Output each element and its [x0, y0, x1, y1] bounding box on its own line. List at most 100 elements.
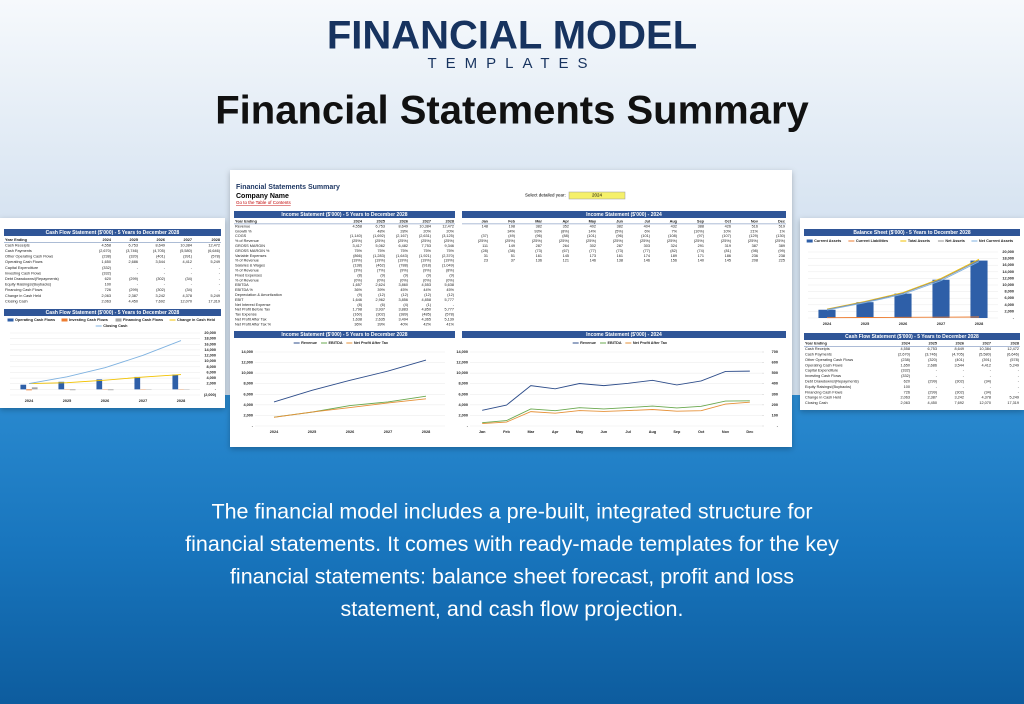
- y-tick-label: 20,000: [204, 331, 216, 335]
- table-cell: -: [191, 266, 193, 270]
- table-cell: (25%): [748, 239, 759, 243]
- y-tick-label: 4,000: [1004, 303, 1014, 307]
- table-cell: 140: [698, 259, 704, 263]
- table-cell: 17,319: [1007, 401, 1019, 405]
- x-tick-label: 2027: [937, 322, 945, 326]
- table-cell: 75%: [377, 249, 385, 253]
- bar: [932, 279, 950, 318]
- table-cell: 726: [904, 390, 910, 394]
- section-title: Income Statement ($'000) - 5 Years to De…: [281, 212, 407, 218]
- legend-swatch: [61, 318, 68, 322]
- y-tick-label: 12,000: [204, 354, 216, 358]
- table-cell: (332): [102, 266, 112, 270]
- table-cell: (391): [183, 255, 193, 259]
- table-cell: 10,384: [419, 224, 431, 228]
- table-cell: (82): [670, 249, 677, 253]
- table-cell: (19%): [375, 259, 386, 263]
- section-title-bar: [462, 211, 786, 218]
- y-tick-label: 18,000: [204, 337, 216, 341]
- table-cell: (138): [353, 264, 363, 268]
- table-header-cell: May: [589, 219, 597, 223]
- x-tick-label: Sep: [673, 430, 681, 434]
- table-cell: 148: [482, 224, 488, 228]
- table-cell: 75%: [423, 249, 431, 253]
- table-cell: 5,139: [444, 317, 454, 321]
- table-cell: 189: [671, 254, 677, 258]
- table-cell: (67): [562, 249, 569, 253]
- y-tick-label: 10,000: [1002, 283, 1014, 287]
- table-cell: 5,249: [210, 260, 220, 264]
- section-title: Cash Flow Statement ($'000) - 5 Years to…: [46, 230, 180, 236]
- table-cell: 3,417: [352, 244, 362, 248]
- table-cell: 161: [617, 254, 623, 258]
- table-cell: (5,580): [180, 249, 193, 253]
- table-cell: -: [219, 266, 221, 270]
- table-cell: Growth %: [235, 229, 252, 233]
- table-cell: (19%): [444, 259, 455, 263]
- y-tick-label: 16,000: [1002, 263, 1014, 267]
- y-tick-label: 8,000: [1004, 290, 1014, 294]
- table-cell: Cash Receipts: [5, 243, 30, 247]
- table-cell: -: [1018, 385, 1020, 389]
- table-cell: (391): [982, 358, 992, 362]
- legend-swatch: [7, 318, 14, 322]
- table-cell: (25%): [375, 239, 386, 243]
- table-cell: (401): [156, 255, 166, 259]
- table-cell: 620: [105, 277, 111, 281]
- table-header-cell: Apr: [562, 219, 569, 223]
- toc-link[interactable]: Go to the Table of Contents: [236, 200, 291, 205]
- table-cell: 5,638: [444, 283, 454, 287]
- table-cell: 2,063: [101, 299, 111, 303]
- table-cell: (25%): [586, 239, 597, 243]
- table-cell: 21%: [750, 229, 758, 233]
- y-tick-label: -: [252, 424, 254, 428]
- y-tick-label: -: [1013, 316, 1015, 320]
- table-cell: 9,346: [444, 244, 454, 248]
- table-cell: (25%): [775, 239, 786, 243]
- y-tick-label: 16,000: [204, 342, 216, 346]
- table-cell: (3,746): [925, 353, 938, 357]
- table-cell: (25%): [640, 239, 651, 243]
- table-cell: 208: [752, 259, 758, 263]
- table-cell: 404: [644, 224, 650, 228]
- legend-label: Current Assets: [814, 239, 841, 243]
- table-cell: (5,580): [979, 353, 992, 357]
- table-cell: Net Profit After Tax %: [235, 322, 272, 326]
- table-cell: 352: [563, 224, 569, 228]
- legend-swatch: [806, 239, 813, 243]
- y-tick-label: 4,000: [458, 403, 468, 407]
- table-cell: (320): [928, 358, 938, 362]
- table-cell: GROSS MARGIN %: [235, 249, 270, 253]
- year-select[interactable]: [568, 191, 626, 200]
- table-cell: 2,387: [927, 396, 937, 400]
- table-cell: 136: [536, 259, 542, 263]
- table-cell: 5,249: [210, 294, 220, 298]
- table-cell: 145: [725, 259, 731, 263]
- table-cell: (4,705): [952, 353, 965, 357]
- section-title-bar: [4, 229, 221, 236]
- table-cell: (485): [422, 313, 432, 317]
- table-cell: 138: [617, 259, 623, 263]
- table-cell: (2,670): [898, 353, 911, 357]
- table-cell: (1,643): [396, 254, 409, 258]
- table-cell: (25%): [694, 239, 705, 243]
- section-title-bar: [462, 331, 786, 338]
- table-cell: (25%): [721, 239, 732, 243]
- x-tick-label: 2027: [384, 430, 392, 434]
- table-cell: 4,365: [421, 317, 431, 321]
- table-cell: (9%): [423, 268, 432, 272]
- table-cell: EBIT: [235, 298, 244, 302]
- table-header-cell: Year Ending: [5, 238, 28, 242]
- table-cell: 2,686: [927, 363, 937, 367]
- table-cell: 3,860: [398, 283, 408, 287]
- table-cell: 1,638: [352, 317, 362, 321]
- table-cell: (25%): [421, 239, 432, 243]
- table-cell: 45%: [400, 288, 408, 292]
- y-tick-label: -: [215, 387, 217, 391]
- table-cell: 36%: [354, 322, 362, 326]
- table-cell: 174: [644, 254, 650, 258]
- x-tick-label: 2028: [177, 399, 185, 403]
- legend-label: Net Profit After Tax: [354, 341, 389, 345]
- table-cell: (2,370): [442, 254, 455, 258]
